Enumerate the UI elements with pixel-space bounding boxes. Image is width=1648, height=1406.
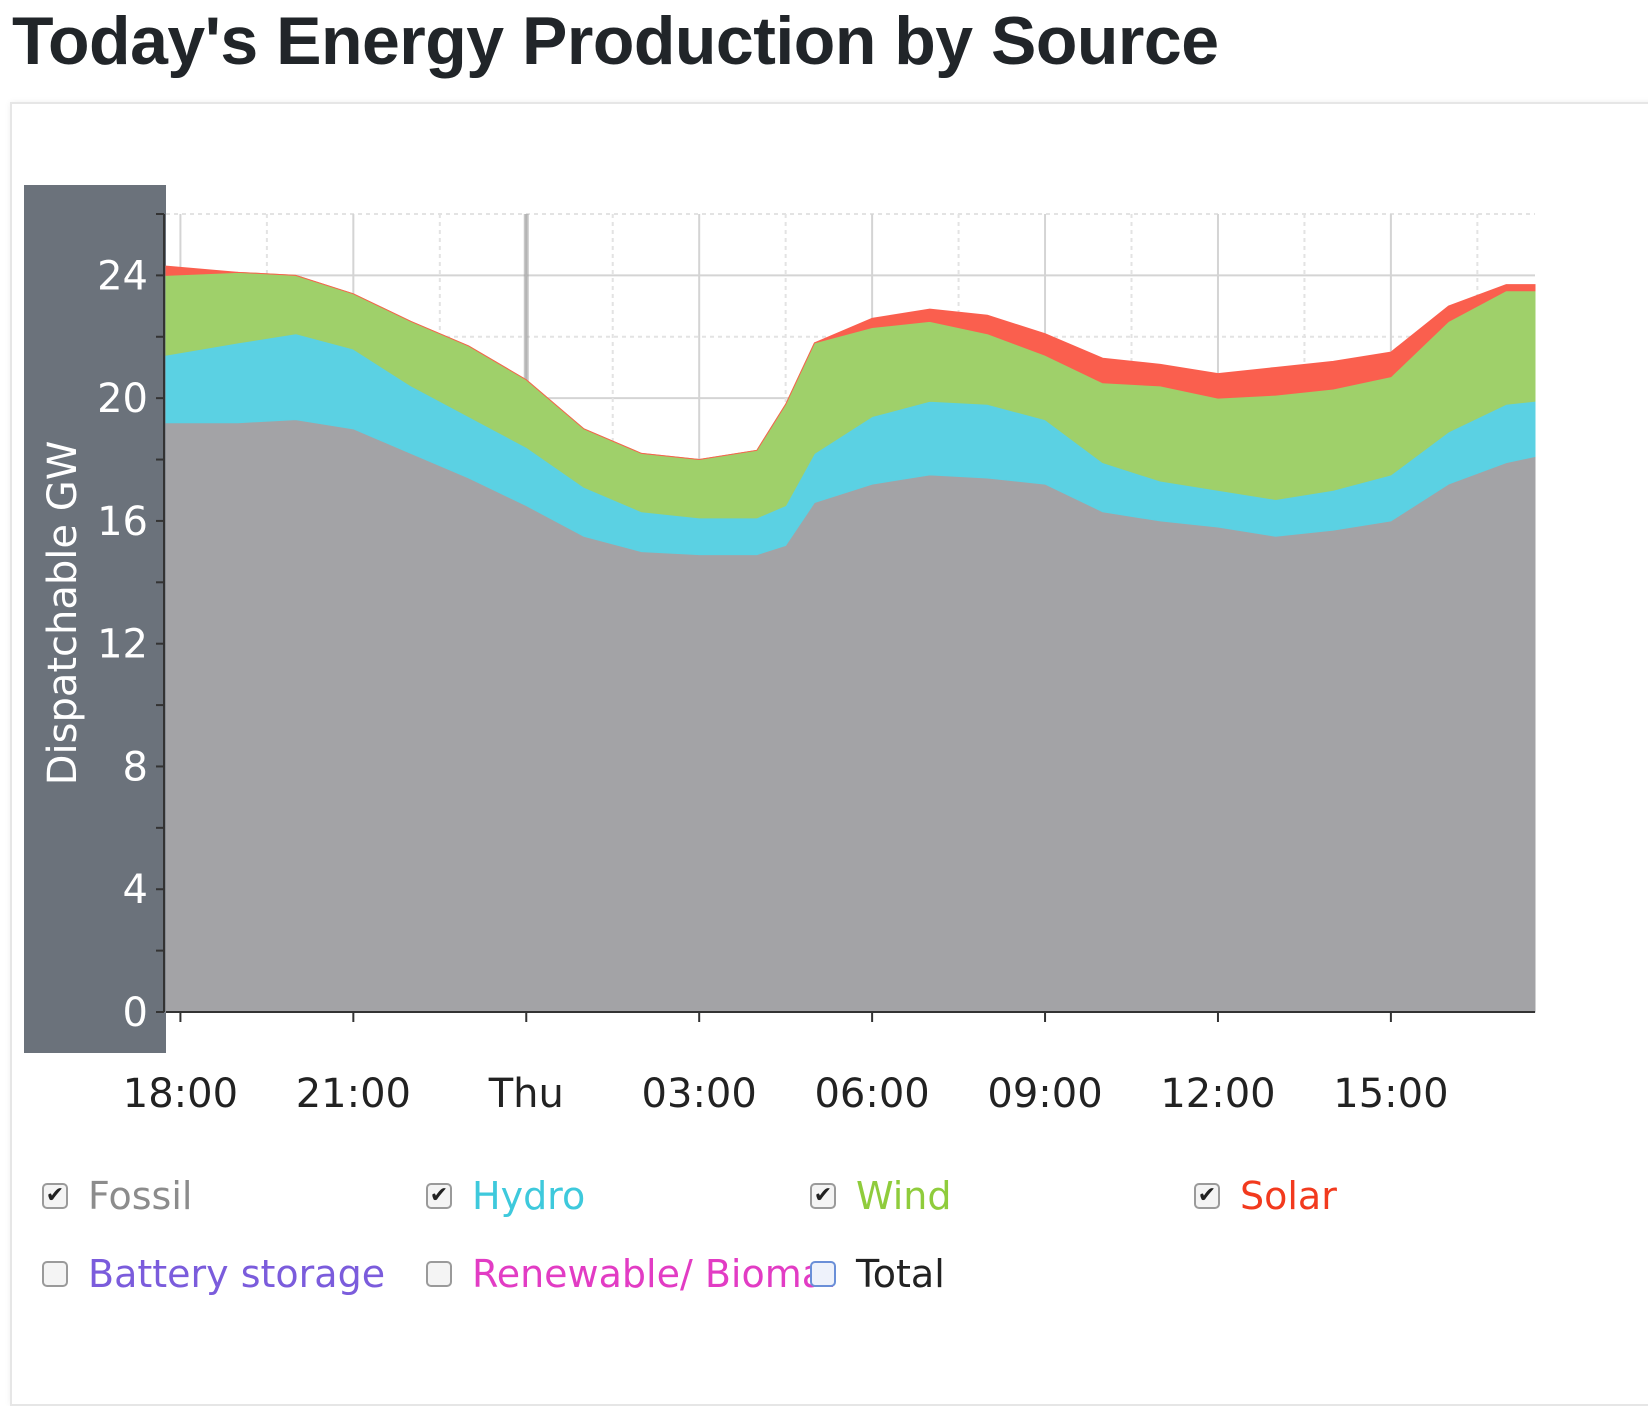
- x-tick-label: 09:00: [987, 1071, 1102, 1117]
- legend-label: Wind: [856, 1174, 952, 1218]
- legend-checkbox[interactable]: ✔: [810, 1183, 836, 1209]
- legend-item-renewable-bioma[interactable]: Renewable/ Bioma.: [426, 1252, 837, 1296]
- chart-panel: 0 4 8 12 16 20 24 Dispatchable GW 18:00 21:00 Thu 0…: [10, 102, 1648, 1406]
- legend-label: Solar: [1240, 1174, 1337, 1218]
- y-tick-label: 8: [123, 744, 148, 790]
- y-tick-label: 24: [97, 253, 148, 299]
- legend-item-hydro[interactable]: ✔ Hydro: [426, 1174, 585, 1218]
- x-tick-label: 03:00: [642, 1071, 757, 1117]
- y-tick-label: 0: [123, 990, 148, 1036]
- energy-chart: 0 4 8 12 16 20 24 Dispatchable GW 18:00 21:00 Thu 0…: [24, 185, 1536, 1117]
- page-title: Today's Energy Production by Source: [12, 3, 1219, 79]
- legend-label: Fossil: [88, 1174, 193, 1218]
- y-tick-label: 20: [97, 376, 148, 422]
- legend-item-fossil[interactable]: ✔ Fossil: [42, 1174, 192, 1218]
- x-tick-label: 21:00: [296, 1071, 411, 1117]
- legend-label: Battery storage: [88, 1252, 386, 1296]
- series-area-solar: [165, 265, 1536, 461]
- legend-checkbox[interactable]: [426, 1261, 452, 1287]
- legend-item-battery-storage[interactable]: Battery storage: [42, 1252, 385, 1296]
- legend-checkbox[interactable]: ✔: [426, 1183, 452, 1209]
- axes: 0 4 8 12 16 20 24 Dispatchable GW 18:00 21:00 Thu 0…: [40, 213, 1535, 1117]
- legend-checkbox[interactable]: ✔: [42, 1183, 68, 1209]
- y-axis-band: [24, 185, 166, 1053]
- legend-checkbox[interactable]: [810, 1261, 836, 1287]
- legend-label: Hydro: [472, 1174, 586, 1218]
- y-tick-label: 12: [97, 622, 148, 668]
- legend-checkbox[interactable]: [42, 1261, 68, 1287]
- y-tick-label: 4: [123, 867, 148, 913]
- x-tick-label: 06:00: [814, 1071, 929, 1117]
- y-tick-label: 16: [97, 499, 148, 545]
- y-axis-title: Dispatchable GW: [40, 441, 86, 786]
- x-tick-label: 18:00: [123, 1071, 238, 1117]
- x-tick-label: 12:00: [1160, 1071, 1275, 1117]
- x-tick-label: Thu: [488, 1071, 564, 1117]
- x-tick-label: 15:00: [1333, 1071, 1448, 1117]
- legend-item-solar[interactable]: ✔ Solar: [1194, 1174, 1337, 1218]
- legend-item-total[interactable]: Total: [810, 1252, 945, 1296]
- legend-label: Renewable/ Bioma.: [472, 1252, 838, 1296]
- legend-checkbox[interactable]: ✔: [1194, 1183, 1220, 1209]
- legend-item-wind[interactable]: ✔ Wind: [810, 1174, 952, 1218]
- series-areas: [165, 265, 1536, 1013]
- legend-label: Total: [856, 1252, 945, 1296]
